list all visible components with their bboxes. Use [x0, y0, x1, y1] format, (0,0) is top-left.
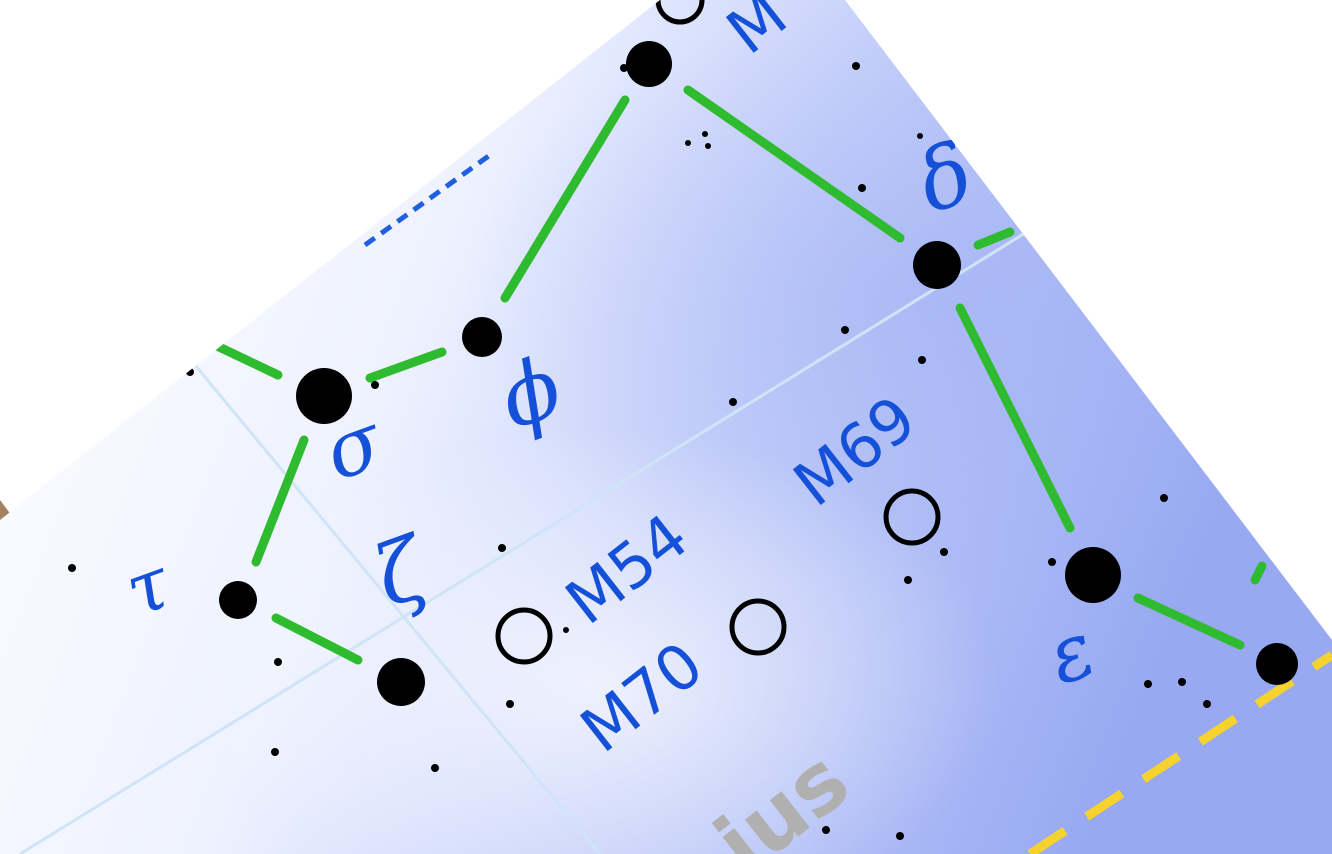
star-top [626, 41, 672, 87]
clusters [495, 0, 941, 665]
constellation-lines [210, 85, 1267, 665]
bright-stars [219, 41, 1298, 706]
cluster-icon-top [655, 0, 705, 25]
faint-stars [68, 62, 1211, 840]
cluster-icon-m70 [729, 598, 787, 656]
star-lambda [1256, 643, 1298, 685]
cluster-icon-m54 [495, 607, 553, 665]
cluster-icon-m69 [883, 488, 941, 546]
star-tau [219, 581, 257, 619]
star-sigma [296, 368, 352, 424]
ecliptic-line [1027, 651, 1332, 854]
star-zeta [377, 658, 425, 706]
star-phi [462, 317, 502, 357]
star-delta [913, 241, 961, 289]
coordinate-grid [19, 228, 1031, 854]
boundary-dash [363, 152, 492, 248]
star-epsilon [1065, 547, 1121, 603]
